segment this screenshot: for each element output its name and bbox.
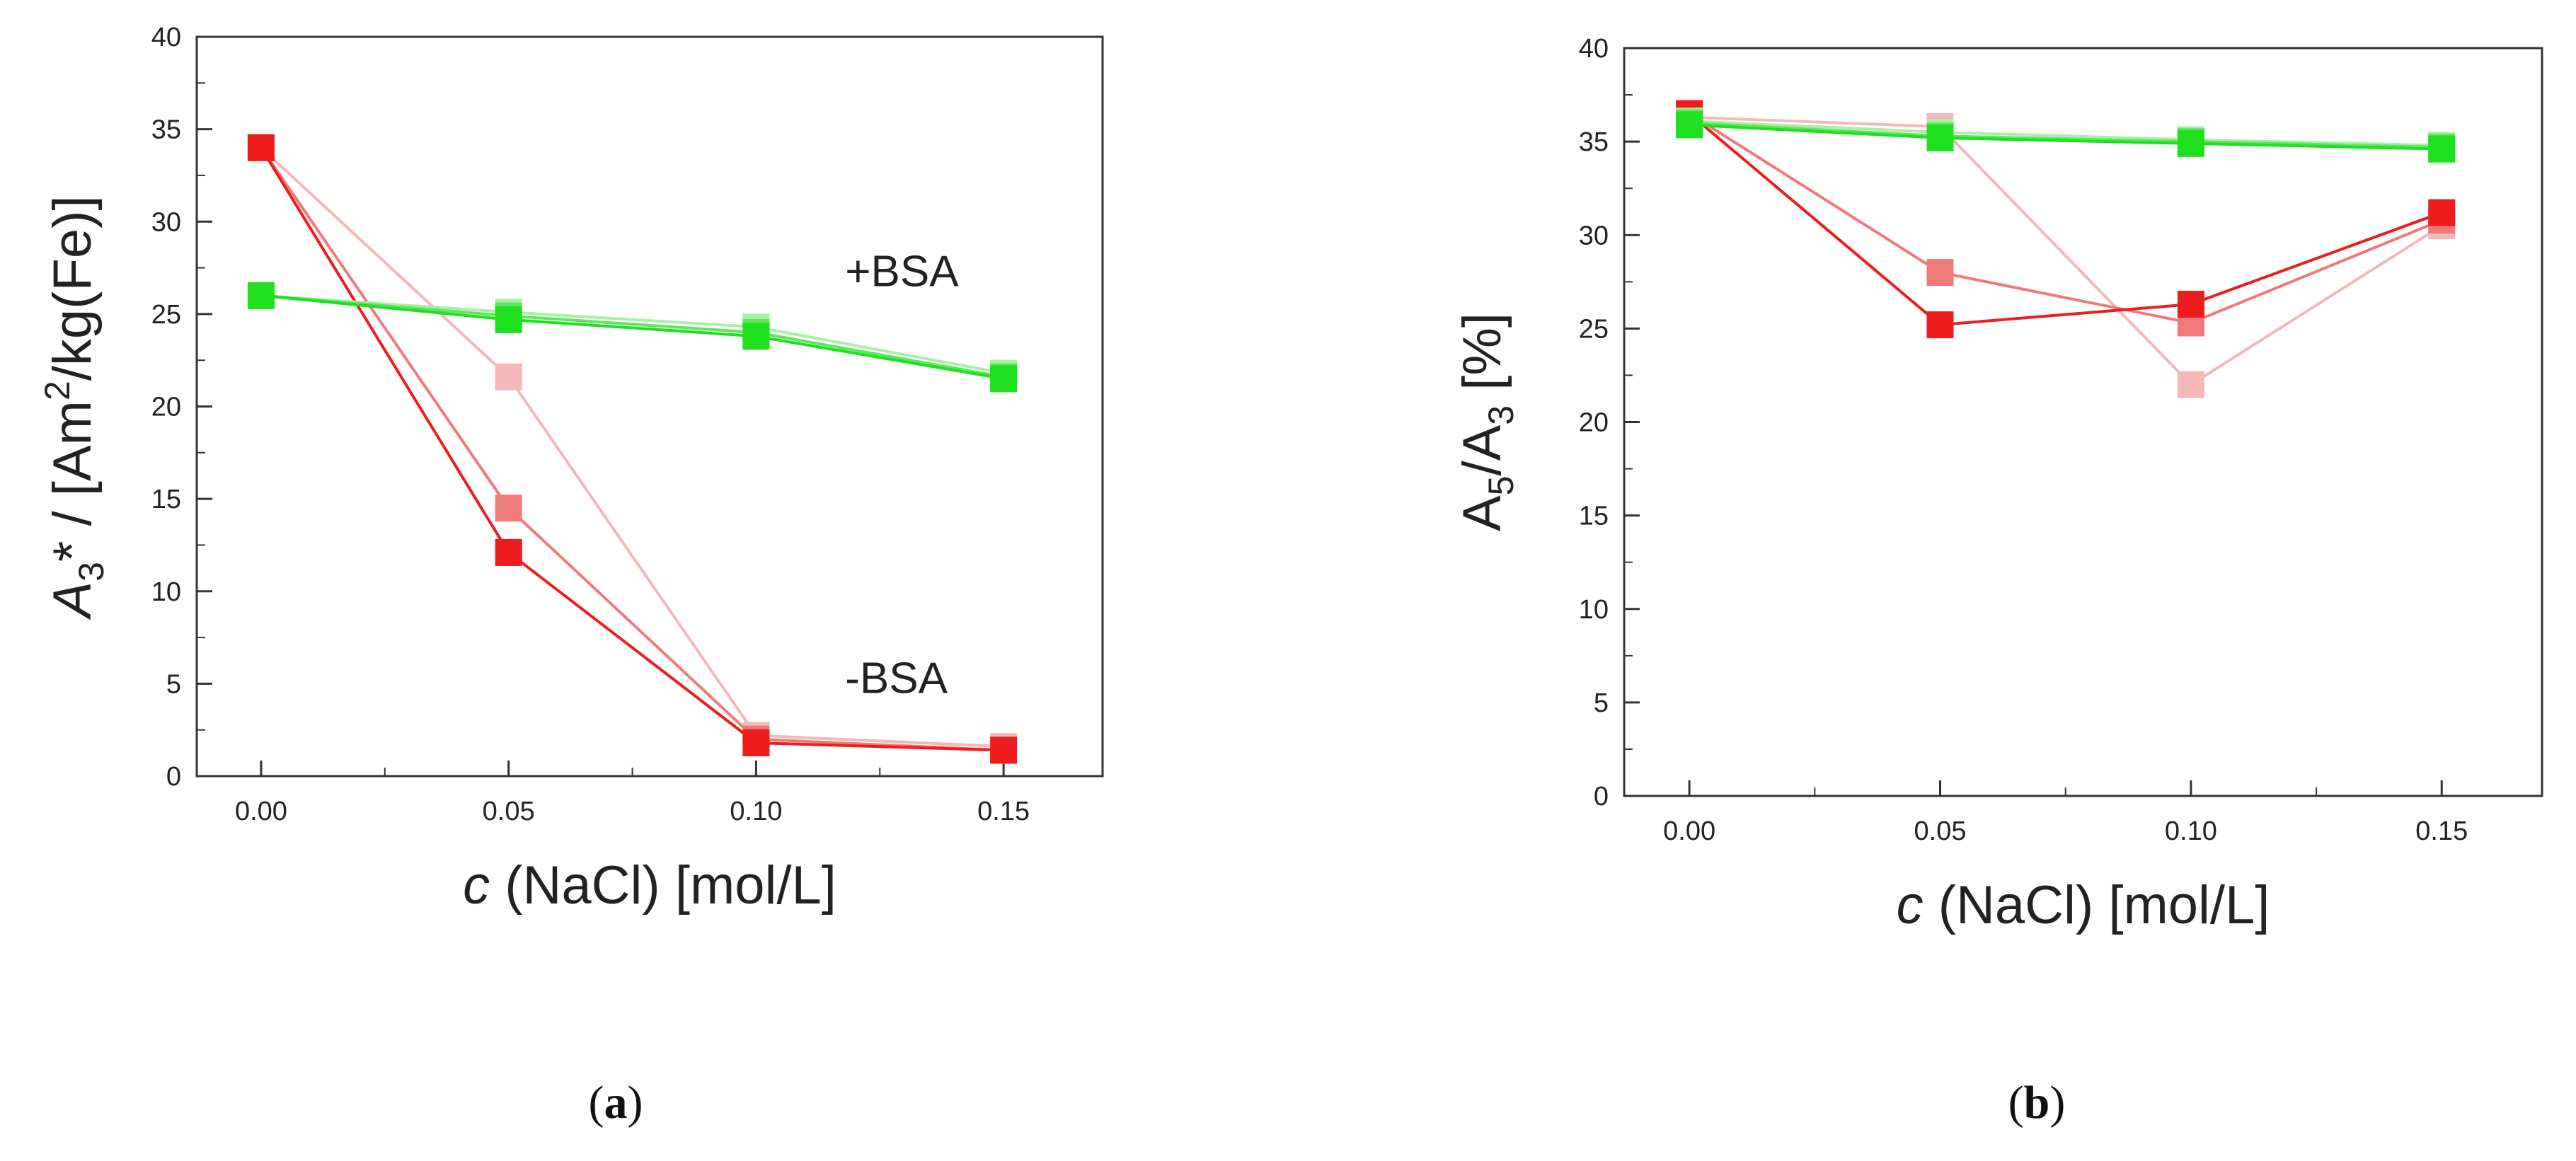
y-tick-label: 15 [151, 485, 181, 514]
x-axis-label: c (NaCl) [mol/L] [463, 855, 836, 915]
y-tick-label: 40 [151, 23, 181, 52]
data-point [2428, 135, 2456, 163]
x-tick-label: 0.10 [730, 797, 782, 826]
series-line [260, 294, 1004, 381]
x-tick-label: 0.05 [1914, 816, 1967, 846]
y-tick-label: 0 [1594, 782, 1609, 811]
series-line [260, 146, 1004, 752]
panel-caption: (b) [2008, 1077, 2066, 1128]
data-point [1676, 111, 1703, 139]
data-point [495, 538, 522, 566]
data-point [1926, 124, 1954, 151]
data-point [742, 323, 770, 350]
y-tick-label: 5 [1594, 688, 1609, 718]
y-tick-label: 5 [166, 669, 181, 699]
data-point [2177, 371, 2204, 398]
y-tick-label: 20 [1579, 408, 1609, 438]
x-tick-label: 0.15 [2415, 816, 2468, 846]
y-tick-label: 10 [151, 577, 181, 607]
series-line [260, 146, 1004, 749]
x-tick-label: 0.10 [2165, 816, 2217, 846]
data-point [1926, 259, 1954, 287]
chart-panel-b: 0 5 10 15 20 25 30 35 40 0.00 0.05 0.10 0.15 c (NaCl)… [1452, 34, 2543, 1128]
series-line [1689, 121, 2442, 149]
y-tick-label: 20 [151, 393, 181, 422]
data-point [2177, 129, 2204, 157]
y-tick-label: 0 [166, 762, 181, 792]
x-axis-label: c (NaCl) [mol/L] [1897, 875, 2270, 935]
y-tick-label: 30 [1579, 221, 1609, 250]
y-tick-label: 35 [1579, 127, 1609, 157]
series-line [260, 294, 1004, 379]
series-line [1689, 123, 2442, 151]
data-point [2428, 199, 2456, 226]
data-point [1926, 311, 1954, 339]
series-line [260, 294, 1004, 375]
data-point [247, 134, 275, 161]
y-tick-label: 40 [1579, 34, 1609, 64]
y-tick-label: 25 [1579, 314, 1609, 344]
panel-caption: (a) [589, 1077, 643, 1128]
data-point [495, 495, 522, 522]
series-line [1689, 120, 2442, 147]
series-line [1689, 115, 2443, 387]
series-line [1688, 112, 2442, 327]
y-tick-label: 10 [1579, 595, 1609, 625]
y-tick-label: 35 [151, 115, 181, 145]
data-point [742, 729, 770, 756]
annotation-label: -BSA [845, 654, 948, 703]
data-point [2177, 291, 2204, 318]
y-axis-label: A3* / [Am2/kg(Fe)] [38, 195, 111, 620]
series-line [1689, 112, 2443, 325]
data-point [247, 282, 275, 309]
data-point [495, 306, 522, 333]
y-tick-label: 15 [1579, 502, 1609, 531]
chart-panel-a: 0 5 10 15 20 25 30 35 40 0.00 0.05 0.10 0.15 +BSA -BSA… [38, 23, 1104, 1128]
x-tick-label: 0.00 [1663, 816, 1715, 846]
data-point [990, 365, 1018, 393]
annotation-label: +BSA [845, 248, 959, 296]
data-point [495, 363, 522, 391]
y-tick-label: 30 [151, 207, 181, 237]
x-tick-label: 0.15 [977, 797, 1030, 826]
x-tick-label: 0.00 [235, 797, 287, 826]
y-axis-label: A5/A3 [%] [1452, 313, 1521, 531]
x-tick-label: 0.05 [483, 797, 535, 826]
series-line [260, 146, 1004, 752]
plot-frame [195, 35, 1104, 778]
data-point [990, 737, 1018, 764]
y-tick-label: 25 [151, 300, 181, 330]
